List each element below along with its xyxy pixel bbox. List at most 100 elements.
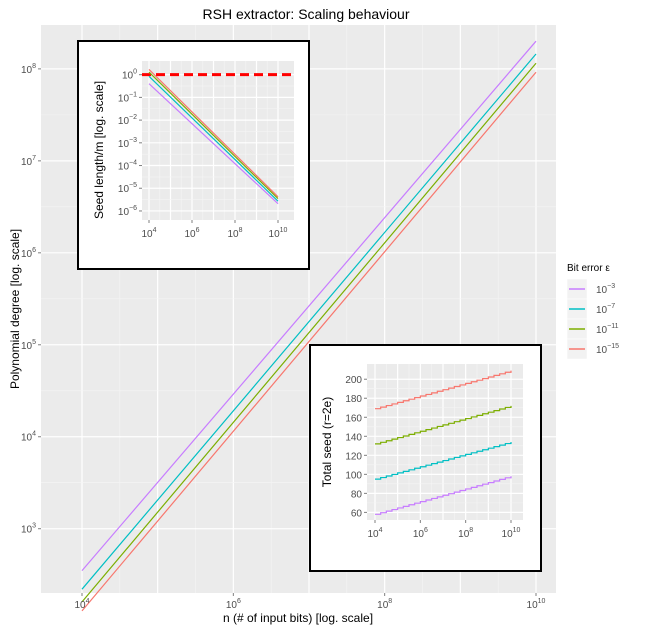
main-y-tick-label-exponent: 4 [32,431,36,438]
inset-total-seed-y-axis-title: Total seed (r=2e) [320,397,334,487]
main-series-line-eps-1e-11 [81,62,537,603]
main-y-tick-label-exponent: 7 [32,155,36,162]
main-y-tick-label-exponent: 5 [32,339,36,346]
inset-total-seed-x-tick-label-exponent: 10 [513,527,521,534]
inset-seed-length-x-tick-label-base: 10 [141,229,153,240]
legend-label-exponent: −15 [607,343,619,350]
inset-seed-length-y-tick-label-base: 10 [118,139,130,150]
inset-seed-length: 104 106 108 1010 10010−110−210−310−410−510−… [77,40,310,270]
inset-seed-length-y-tick-label-base: 10 [118,162,130,173]
inset-total-seed-x-tick-label: 108 [458,527,473,540]
main-x-axis: 104 106 108 1010 [74,593,546,611]
inset-total-seed-y-tick-label: 200 [345,375,362,386]
main-y-tick-label-base: 10 [21,525,33,536]
inset-seed-length-y-tick-label-exponent: 0 [133,69,137,76]
chart-title: RSH extractor: Scaling behaviour [203,6,410,22]
inset-total-seed-x-tick-label: 1010 [502,527,521,540]
legend-label-exponent: −7 [607,303,615,310]
main-y-tick-label-exponent: 3 [32,523,36,530]
main-x-axis-title: n (# of input bits) [log. scale] [223,611,373,625]
inset-total-seed-x-tick-label-base: 10 [502,529,514,540]
inset-total-seed-x-tick-label-base: 10 [367,529,379,540]
legend-label-exponent: −11 [607,323,618,330]
inset-seed-length-y-tick-label-exponent: −2 [129,114,137,121]
inset-seed-length-x-tick-label-exponent: 4 [153,227,157,234]
legend-label: 10−7 [596,303,615,316]
inset-seed-length-x-tick-label: 106 [184,227,199,240]
main-y-tick-label: 107 [21,155,36,168]
main-y-tick-label: 105 [21,339,36,352]
main-x-tick-label-base: 10 [527,600,539,611]
inset-total-seed-series-line-eps-1e-3 [375,476,512,515]
main-x-tick-label-base: 10 [226,600,238,611]
inset-seed-length-y-tick-label-base: 10 [118,207,130,218]
main-series [81,40,537,612]
inset-total-seed-x-tick-label-exponent: 6 [424,527,428,534]
legend-title: Bit error ε [567,263,610,274]
inset-seed-length-y-tick-label-exponent: −5 [129,182,137,189]
inset-total-seed-series-line-eps-1e-11 [375,405,512,445]
main-x-tick-label-exponent: 10 [538,598,546,605]
main-series-line-eps-1e-3 [81,40,537,572]
main-y-tick-label-base: 10 [21,65,33,76]
main-x-tick-label-exponent: 6 [237,598,241,605]
inset-seed-length-y-tick-label-base: 10 [118,93,130,104]
inset-total-seed-y-tick-label: 160 [345,413,362,424]
main-series-line-eps-1e-7 [81,53,537,590]
inset-total-seed-x-tick-label: 106 [413,527,428,540]
inset-total-seed-series [375,370,512,515]
legend-label-exponent: −3 [607,283,615,290]
inset-total-seed-x-tick-label: 104 [367,527,382,540]
inset-seed-length-y-axis-title: Seed length/m [log. scale] [92,81,106,219]
main-x-tick-label: 1010 [527,598,546,611]
inset-total-seed-y-tick-label: 60 [351,508,363,519]
inset-seed-length-y-tick-label: 10−1 [118,91,137,104]
main-y-tick-label: 104 [21,431,36,444]
inset-seed-length-y-tick-label: 10−3 [118,137,137,150]
inset-seed-length-y-tick-label-base: 10 [118,116,130,127]
inset-seed-length-y-tick-label-base: 10 [122,71,134,82]
inset-seed-length-y-tick-label-base: 10 [118,184,130,195]
inset-total-seed-y-tick-label: 140 [345,432,362,443]
main-y-tick-label-base: 10 [21,433,33,444]
main-x-tick-label-base: 10 [74,600,86,611]
main-y-tick-label-exponent: 8 [32,63,36,70]
inset-total-seed-y-tick-label: 180 [345,394,362,405]
main-y-tick-label: 103 [21,523,36,536]
main-y-tick-label-base: 10 [21,157,33,168]
main-y-tick-label-base: 10 [21,249,33,260]
legend-label: 10−11 [596,323,619,336]
inset-seed-length-x-tick-label-base: 10 [269,229,281,240]
inset-seed-length-x-tick-label-exponent: 8 [239,227,243,234]
inset-total-seed-series-line-eps-1e-7 [375,442,512,480]
main-x-tick-label-exponent: 8 [388,598,392,605]
inset-total-seed-x-tick-label-exponent: 4 [379,527,383,534]
main-x-tick-label-base: 10 [377,600,389,611]
inset-seed-length-x-tick-label: 108 [227,227,242,240]
inset-seed-length-y-tick-label-exponent: −3 [129,137,137,144]
legend-label-base: 10 [596,345,608,356]
main-y-tick-label-base: 10 [21,341,33,352]
inset-total-seed-y-tick-label: 80 [351,489,363,500]
inset-seed-length-y-tick-label-exponent: −1 [129,91,137,98]
legend-label: 10−3 [596,283,615,296]
legend-label-base: 10 [596,305,608,316]
main-y-tick-label: 108 [21,63,36,76]
inset-seed-length-x-axis: 104 106 108 1010 [141,220,288,240]
main-y-tick-label-exponent: 6 [32,247,36,254]
inset-seed-length-y-tick-label: 10−6 [118,205,137,218]
inset-total-seed-y-tick-label: 100 [345,470,362,481]
legend-label: 10−15 [596,343,619,356]
inset-seed-length-x-tick-label: 104 [141,227,156,240]
inset-seed-length-y-tick-label: 10−4 [118,160,137,173]
main-y-axis-title: Polynomial degree [log. scale] [8,229,22,389]
inset-total-seed-y-tick-label: 120 [345,451,362,462]
legend-label-base: 10 [596,325,608,336]
inset-seed-length-x-tick-label-base: 10 [227,229,239,240]
